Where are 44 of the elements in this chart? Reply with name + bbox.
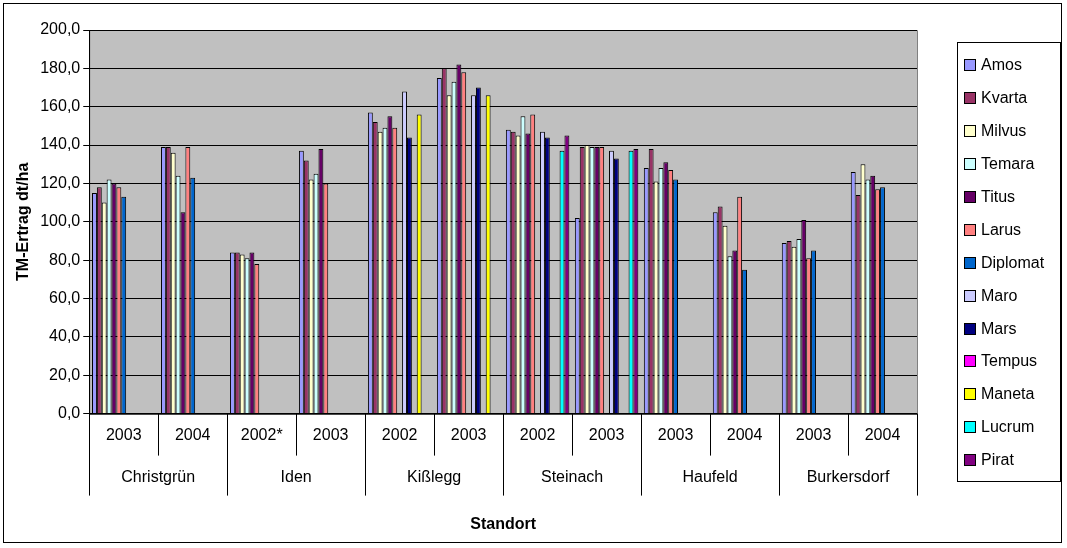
y-tick-label: 60,0 <box>49 288 81 306</box>
y-tick-label: 120,0 <box>40 173 81 191</box>
text: Haufeld <box>682 468 738 486</box>
y-axis-title: TM-Ertrag dt/ha <box>14 162 32 281</box>
x-axis-title: Standort <box>470 514 537 532</box>
x-tick-label: 2004 <box>864 425 901 443</box>
legend-label: Maro <box>981 286 1018 305</box>
y-tick-label: 180,0 <box>40 58 81 76</box>
x-tick-label: 2004 <box>174 425 211 443</box>
y-tick-label: 100,0 <box>40 212 81 230</box>
legend-label: Maneta <box>981 385 1035 404</box>
y-tick-label: 0,0 <box>57 404 81 422</box>
y-tick-label: 40,0 <box>49 327 81 345</box>
legend-label: Mars <box>981 319 1017 338</box>
y-tick-label: 160,0 <box>40 97 81 115</box>
x-tick-label: 2002* <box>240 425 283 443</box>
text: Steinach <box>540 468 604 486</box>
legend-label: Larus <box>981 220 1022 239</box>
x-tick-label: 2003 <box>450 425 487 443</box>
legend-label: Temara <box>981 155 1035 174</box>
x-tick-label: 2004 <box>726 425 763 443</box>
legend-label: Diplomat <box>981 253 1045 272</box>
legend-label: Kvarta <box>981 89 1028 108</box>
text: Kißlegg <box>407 468 462 486</box>
y-tick-label: 20,0 <box>49 365 81 383</box>
x-tick-label: 2002 <box>381 425 418 443</box>
legend-label: Tempus <box>981 352 1038 371</box>
legend-label: Pirat <box>981 451 1014 470</box>
x-tick-label: 2003 <box>657 425 694 443</box>
legend-label: Lucrum <box>981 418 1035 437</box>
legend-label: Amos <box>981 56 1022 75</box>
x-tick-label: 2003 <box>588 425 625 443</box>
y-tick-label: 140,0 <box>40 135 81 153</box>
x-tick-label: 2003 <box>795 425 832 443</box>
y-tick-label: 80,0 <box>49 250 81 268</box>
text: Christgrün <box>121 468 196 486</box>
legend-label: Milvus <box>981 122 1027 141</box>
x-tick-label: 2003 <box>312 425 349 443</box>
text: Iden <box>280 468 312 486</box>
y-tick-label: 200,0 <box>40 20 81 38</box>
legend-label: Titus <box>981 188 1016 206</box>
text: Burkersdorf <box>806 468 890 486</box>
x-tick-label: 2002 <box>519 425 556 443</box>
x-tick-label: 2003 <box>105 425 142 443</box>
